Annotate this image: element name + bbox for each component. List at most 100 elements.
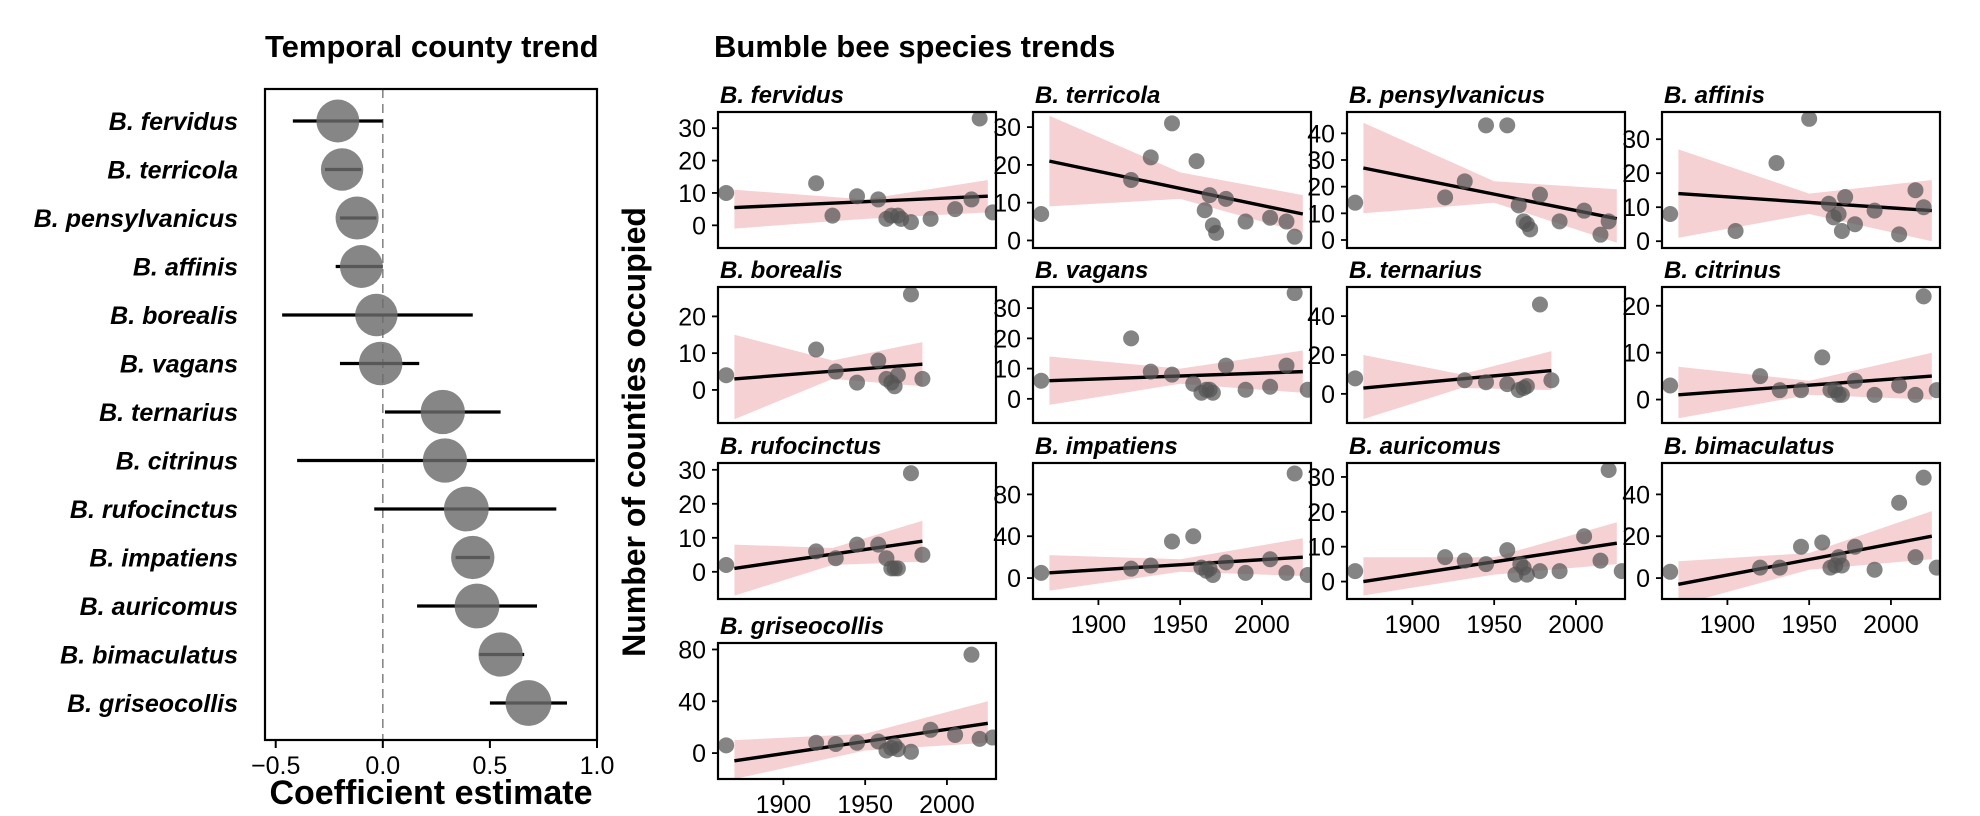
species-labels: B. fervidus B. terricola B. pensylvanicus B…: [34, 108, 238, 718]
data-point: [902, 214, 919, 231]
y-tick-label: 30: [1622, 126, 1650, 154]
data-point: [1592, 226, 1609, 243]
data-point: [824, 207, 841, 224]
data-point: [1123, 172, 1140, 188]
y-tick-label: 0: [1321, 381, 1335, 409]
x-tick-label: 0.5: [473, 752, 508, 780]
data-point: [1771, 559, 1788, 576]
data-point: [1204, 566, 1221, 583]
species-trends-title: Bumble bee species trends: [714, 29, 1115, 64]
data-point: [1846, 216, 1863, 233]
facet-plot-area: [1033, 115, 1304, 245]
y-tick-label: 30: [678, 115, 706, 143]
data-point: [1299, 381, 1311, 398]
y-tick-label: 20: [678, 148, 706, 176]
facet-b-affinis: B. affinis 0 10 20 30: [1622, 82, 1942, 256]
data-point: [808, 341, 825, 358]
data-point: [1204, 384, 1221, 401]
data-point: [1196, 202, 1213, 219]
x-tick-label: 2000: [1863, 611, 1919, 639]
facet-b-rufocinctus: B. rufocinctus 0 10 20 30: [678, 433, 998, 601]
y-tick-label: 0: [1636, 565, 1650, 593]
y-tick-label: 30: [993, 114, 1021, 142]
x-tick-label: 1950: [1781, 611, 1837, 639]
data-point: [1499, 117, 1516, 134]
confidence-band: [734, 180, 988, 229]
y-tick-label: 40: [993, 523, 1021, 551]
data-point: [1286, 465, 1303, 482]
species-label: B. vagans: [120, 351, 238, 379]
x-tick-label: 1.0: [580, 752, 615, 780]
y-tick-label: 10: [678, 525, 706, 553]
data-point: [1866, 561, 1883, 578]
data-point: [889, 560, 906, 577]
data-point: [984, 729, 996, 746]
facet-plot-area: [718, 646, 996, 779]
data-point: [1188, 153, 1205, 170]
data-point: [1033, 206, 1050, 222]
facet-b-griseocollis: B. griseocollis 0 40 80 1900 1950 2000: [678, 613, 998, 816]
facet-title: B. pensylvanicus: [1349, 82, 1545, 109]
data-point: [1262, 209, 1279, 226]
data-point: [1033, 372, 1050, 389]
data-point: [1907, 182, 1924, 199]
y-tick-label: 20: [1622, 160, 1650, 188]
data-point: [1164, 533, 1180, 550]
trend-line: [1678, 191, 1932, 213]
data-point: [1217, 357, 1234, 374]
y-tick-label: 10: [678, 180, 706, 208]
y-tick-label: 0: [1007, 227, 1021, 255]
data-point: [1915, 199, 1932, 216]
data-point: [870, 536, 887, 553]
data-point: [1299, 566, 1311, 583]
data-point: [1907, 549, 1924, 566]
data-point: [1551, 563, 1568, 580]
data-point: [1752, 559, 1769, 576]
data-point: [1891, 377, 1908, 394]
data-point: [849, 734, 865, 751]
facet-title: B. griseocollis: [720, 613, 884, 640]
facet-plot-area: [1033, 287, 1311, 405]
species-label: B. terricola: [107, 157, 238, 185]
x-tick-label: 1950: [1152, 611, 1208, 639]
data-point: [1793, 382, 1809, 399]
y-tick-label: 0: [1636, 387, 1650, 415]
data-point: [1478, 374, 1494, 391]
data-point: [718, 557, 735, 573]
y-tick-label: 0: [1636, 228, 1650, 256]
data-point: [1201, 187, 1218, 204]
data-point: [1123, 560, 1140, 577]
data-point: [1286, 228, 1303, 245]
data-point: [1662, 377, 1679, 394]
data-point: [1142, 557, 1159, 574]
data-point: [1217, 554, 1234, 571]
data-point: [963, 646, 980, 663]
data-point: [902, 743, 919, 760]
x-tick-label: 2000: [919, 791, 975, 816]
x-tick-label: 1950: [1466, 611, 1522, 639]
species-label: B. griseocollis: [67, 690, 238, 718]
data-point: [1543, 372, 1560, 389]
data-point: [1928, 382, 1940, 399]
y-tick-label: 30: [993, 295, 1021, 323]
data-point: [971, 112, 988, 127]
species-trends-panel: Bumble bee species trends Number of coun…: [616, 29, 1942, 816]
data-point: [1518, 378, 1535, 395]
data-point: [1592, 552, 1609, 569]
y-tick-label: 0: [692, 212, 706, 240]
coefficient-x-ticks: −0.5 0.0 0.5 1.0: [251, 740, 614, 780]
data-point: [1237, 381, 1254, 398]
data-point: [1164, 115, 1180, 132]
data-point: [1846, 372, 1863, 389]
y-tick-label: 40: [1622, 481, 1650, 509]
estimate-point-b-fervidus: [316, 99, 360, 143]
data-point: [984, 204, 996, 221]
data-point: [849, 374, 865, 391]
data-point: [1833, 557, 1850, 574]
data-point: [1891, 226, 1908, 243]
data-point: [1915, 288, 1932, 305]
estimate-point-b-bimaculatus: [478, 632, 523, 677]
facet-plot-area: [1347, 463, 1625, 596]
coefficient-plot-frame: [263, 87, 599, 742]
